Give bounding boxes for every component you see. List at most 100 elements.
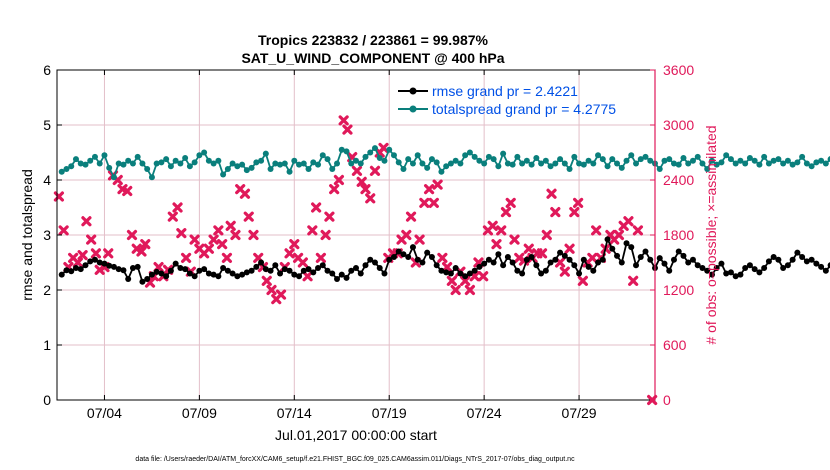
obs-point	[261, 275, 272, 286]
obs-point	[289, 239, 300, 250]
series-totalspread-point	[348, 160, 355, 167]
series-rmse-point	[258, 259, 265, 266]
series-rmse-point	[742, 265, 749, 271]
series-totalspread-point	[224, 166, 231, 172]
series-rmse-point	[476, 263, 483, 270]
y-tick-label-right: 2400	[663, 172, 694, 188]
y-tick-label-right: 600	[663, 337, 687, 353]
obs-point	[136, 246, 147, 257]
series-totalspread-point	[167, 163, 174, 170]
series-rmse-point	[604, 236, 611, 243]
series-totalspread-point	[134, 153, 141, 160]
series-rmse-point	[670, 256, 677, 263]
series-rmse-point	[500, 262, 507, 269]
series-totalspread-point	[281, 160, 288, 167]
legend: rmse grand pr = 2.4221 totalspread grand…	[398, 83, 616, 117]
obs-point	[302, 271, 313, 282]
obs-point	[496, 225, 507, 236]
legend-rmse-label: rmse grand pr = 2.4221	[432, 83, 578, 99]
obs-point	[103, 248, 114, 259]
series-totalspread-point	[746, 155, 753, 161]
series-rmse-point	[91, 256, 98, 263]
obs-point	[284, 248, 295, 259]
x-tick-label: 07/24	[467, 405, 502, 421]
series-rmse-point	[409, 244, 416, 251]
chart-title-line2: SAT_U_WIND_COMPONENT @ 400 hPa	[241, 50, 504, 66]
series-totalspread-point	[647, 157, 654, 164]
obs-point	[546, 188, 557, 199]
obs-point	[523, 243, 534, 254]
series-rmse-point	[125, 276, 132, 282]
series-totalspread-point	[329, 166, 336, 172]
series-rmse-point	[58, 271, 65, 278]
series-rmse-point	[552, 256, 559, 263]
series-rmse-point	[376, 265, 383, 271]
series-totalspread-point	[685, 160, 692, 167]
series-rmse-point	[277, 270, 284, 277]
series-rmse-point	[642, 248, 649, 255]
series-rmse-point	[357, 270, 364, 277]
series-rmse-point	[120, 267, 127, 274]
series-totalspread-point	[395, 159, 402, 166]
series-totalspread-point	[357, 160, 364, 167]
series-totalspread-point	[633, 160, 640, 167]
series-rmse-point	[243, 269, 250, 276]
series-rmse-point	[784, 262, 791, 269]
series-rmse-point	[215, 273, 222, 280]
series-totalspread-point	[172, 157, 179, 164]
obs-point	[419, 197, 430, 209]
y-tick-label-left: 3	[43, 227, 51, 243]
series-rmse-point	[519, 270, 526, 277]
series-totalspread-point	[267, 166, 274, 172]
obs-point	[360, 184, 371, 195]
obs-point	[72, 257, 83, 268]
series-totalspread-point	[481, 160, 488, 167]
obs-point	[217, 239, 228, 250]
obs-point	[81, 216, 92, 227]
series-totalspread-point	[509, 161, 516, 168]
series-totalspread-point	[248, 164, 255, 171]
series-totalspread-point	[580, 161, 587, 168]
series-totalspread-point	[115, 160, 122, 167]
series-totalspread-point	[765, 160, 772, 167]
obs-point	[86, 234, 97, 245]
series-rmse-point	[338, 271, 345, 278]
series-totalspread-point	[699, 160, 706, 167]
series-totalspread-point	[381, 157, 388, 164]
series-rmse-point	[334, 276, 341, 282]
y-tick-label-left: 1	[43, 337, 51, 353]
series-rmse-point	[419, 259, 426, 266]
obs-point	[126, 229, 138, 241]
series-obs-assimilated	[53, 115, 658, 406]
series-rmse-point	[77, 266, 84, 273]
obs-point	[320, 229, 331, 241]
obs-point	[623, 216, 634, 227]
series-totalspread-point	[447, 160, 454, 167]
series-rmse-point	[87, 258, 94, 265]
series-totalspread-point	[628, 152, 635, 159]
obs-point	[491, 239, 502, 250]
series-totalspread-point	[756, 161, 763, 168]
series-rmse-point	[822, 267, 829, 274]
obs-point	[315, 252, 326, 264]
x-tick-label: 07/09	[182, 405, 217, 421]
series-rmse-point	[381, 270, 388, 277]
obs-point	[221, 252, 233, 264]
series-totalspread-point	[637, 156, 644, 163]
series-rmse-point	[144, 276, 151, 282]
obs-point	[464, 284, 476, 296]
obs-point	[230, 229, 241, 241]
series-rmse-point	[272, 262, 279, 269]
series-totalspread-point	[300, 160, 307, 167]
series-totalspread-point	[390, 152, 397, 159]
series-totalspread-point	[462, 152, 469, 159]
series-rmse-point	[770, 254, 777, 260]
series-rmse-point	[106, 262, 113, 269]
obs-point	[338, 115, 349, 126]
series-totalspread-point	[485, 153, 492, 160]
series-rmse-point	[485, 256, 492, 263]
series-totalspread-point	[386, 146, 393, 153]
series-rmse-point	[319, 262, 326, 269]
series-totalspread-point	[561, 160, 568, 167]
